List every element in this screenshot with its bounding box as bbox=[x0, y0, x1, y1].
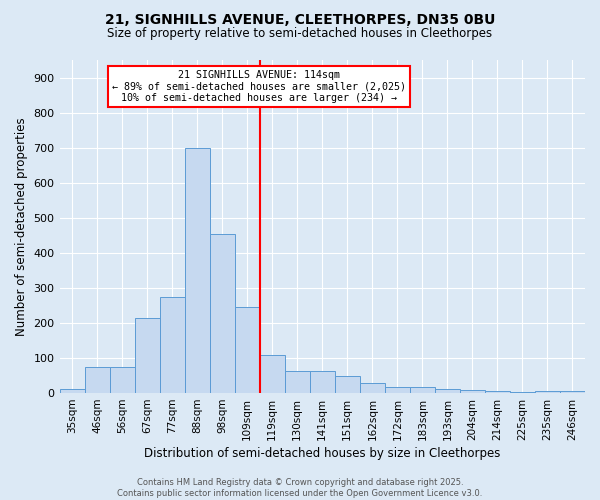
Bar bbox=[85, 367, 110, 393]
Bar bbox=[310, 371, 335, 393]
Bar bbox=[335, 376, 360, 393]
Text: 21 SIGNHILLS AVENUE: 114sqm
← 89% of semi-detached houses are smaller (2,025)
10: 21 SIGNHILLS AVENUE: 114sqm ← 89% of sem… bbox=[112, 70, 406, 103]
Bar bbox=[235, 307, 260, 393]
Bar bbox=[560, 392, 585, 393]
Bar bbox=[435, 389, 460, 393]
Bar bbox=[59, 388, 85, 393]
Bar bbox=[460, 390, 485, 393]
Bar bbox=[185, 148, 209, 393]
Bar bbox=[385, 387, 410, 393]
Text: Size of property relative to semi-detached houses in Cleethorpes: Size of property relative to semi-detach… bbox=[107, 28, 493, 40]
Bar bbox=[485, 392, 510, 393]
Bar bbox=[510, 392, 535, 393]
Text: 21, SIGNHILLS AVENUE, CLEETHORPES, DN35 0BU: 21, SIGNHILLS AVENUE, CLEETHORPES, DN35 … bbox=[105, 12, 495, 26]
Bar bbox=[110, 367, 134, 393]
Bar bbox=[160, 296, 185, 393]
Y-axis label: Number of semi-detached properties: Number of semi-detached properties bbox=[15, 117, 28, 336]
Bar bbox=[410, 387, 435, 393]
Bar bbox=[209, 234, 235, 393]
Bar bbox=[360, 384, 385, 393]
Bar bbox=[134, 318, 160, 393]
Text: Contains HM Land Registry data © Crown copyright and database right 2025.
Contai: Contains HM Land Registry data © Crown c… bbox=[118, 478, 482, 498]
X-axis label: Distribution of semi-detached houses by size in Cleethorpes: Distribution of semi-detached houses by … bbox=[144, 447, 500, 460]
Bar bbox=[260, 354, 285, 393]
Bar bbox=[535, 392, 560, 393]
Bar bbox=[285, 371, 310, 393]
